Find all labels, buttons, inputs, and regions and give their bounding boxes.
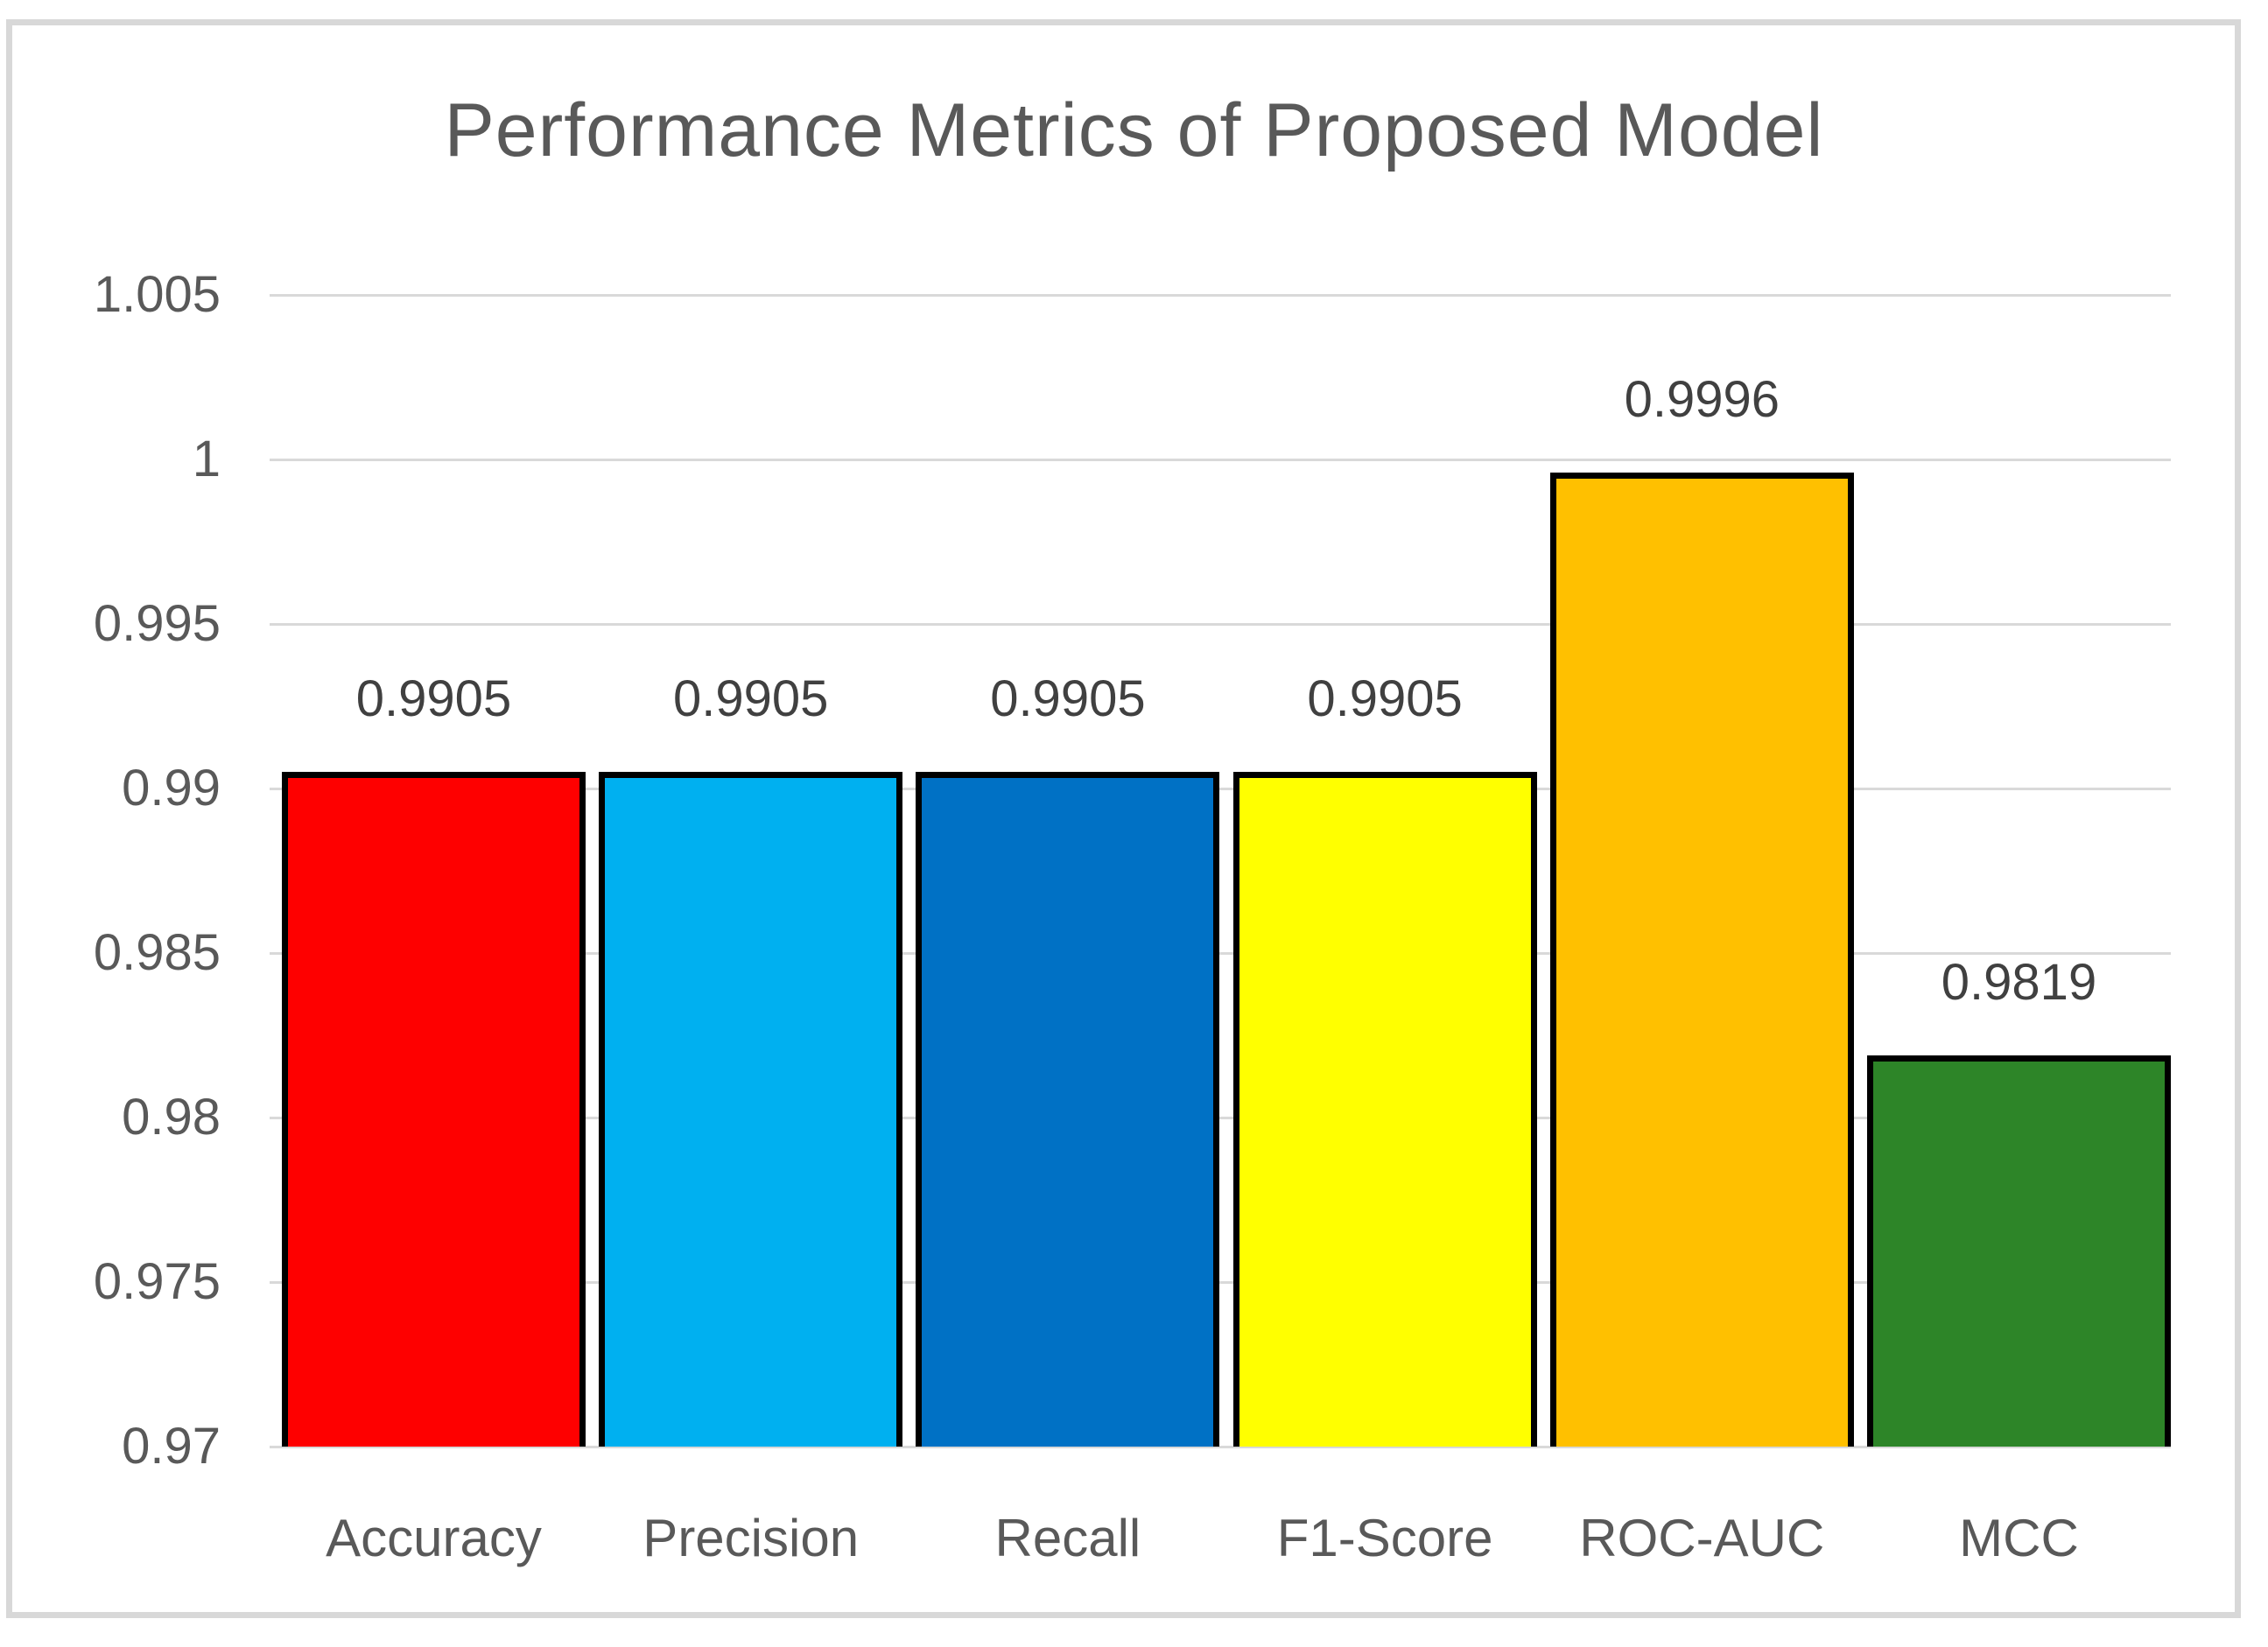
gridline-0.995 (282, 623, 2171, 626)
y-axis-tick-label: 0.995 (93, 595, 221, 652)
bar-recall (916, 772, 1220, 1447)
x-axis-label-f1-score: F1-Score (1276, 1509, 1493, 1567)
bar-mcc (1867, 1055, 2171, 1447)
y-axis-tick-label: 0.985 (93, 924, 221, 981)
bar-value-label-f1-score: 0.9905 (1307, 670, 1463, 728)
x-axis-label-recall: Recall (994, 1509, 1141, 1567)
bar-f1-score (1232, 772, 1537, 1447)
y-tick-mark (270, 294, 282, 297)
bar-value-label-precision: 0.9905 (672, 670, 829, 728)
gridline-1 (282, 459, 2171, 461)
bar-roc-auc (1549, 473, 1854, 1447)
y-tick-mark (270, 459, 282, 461)
y-tick-mark (270, 623, 282, 626)
x-axis-label-mcc: MCC (1959, 1509, 2079, 1567)
y-tick-mark (270, 788, 282, 790)
gridline-0.985 (282, 952, 2171, 955)
y-axis-tick-label: 0.97 (122, 1418, 221, 1475)
bar-value-label-recall: 0.9905 (990, 670, 1146, 728)
gridline-1.005 (282, 294, 2171, 297)
bar-value-label-accuracy: 0.9905 (355, 670, 512, 728)
y-axis-tick-label: 0.975 (93, 1253, 221, 1310)
y-tick-mark (270, 1117, 282, 1119)
x-axis-label-roc-auc: ROC-AUC (1579, 1509, 1825, 1567)
y-tick-mark (270, 952, 282, 955)
y-axis-tick-label: 1.005 (93, 266, 221, 323)
y-axis-tick-label: 0.99 (122, 760, 221, 816)
y-tick-mark (270, 1446, 282, 1448)
x-axis-label-precision: Precision (642, 1509, 860, 1567)
gridline-0.97 (282, 1446, 2171, 1448)
bar-precision (599, 772, 903, 1447)
gridline-0.99 (282, 788, 2171, 790)
y-axis-tick-label: 1 (192, 431, 221, 487)
bar-value-label-mcc: 0.9819 (1941, 953, 2097, 1011)
bar-value-label-roc-auc: 0.9996 (1624, 371, 1780, 429)
gridline-0.98 (282, 1117, 2171, 1119)
chart-title: Performance Metrics of Proposed Model (444, 88, 1824, 172)
x-axis-label-accuracy: Accuracy (326, 1509, 542, 1567)
y-axis-tick-label: 0.98 (122, 1089, 221, 1146)
gridline-0.975 (282, 1281, 2171, 1284)
y-tick-mark (270, 1281, 282, 1284)
bar-accuracy (282, 772, 586, 1447)
